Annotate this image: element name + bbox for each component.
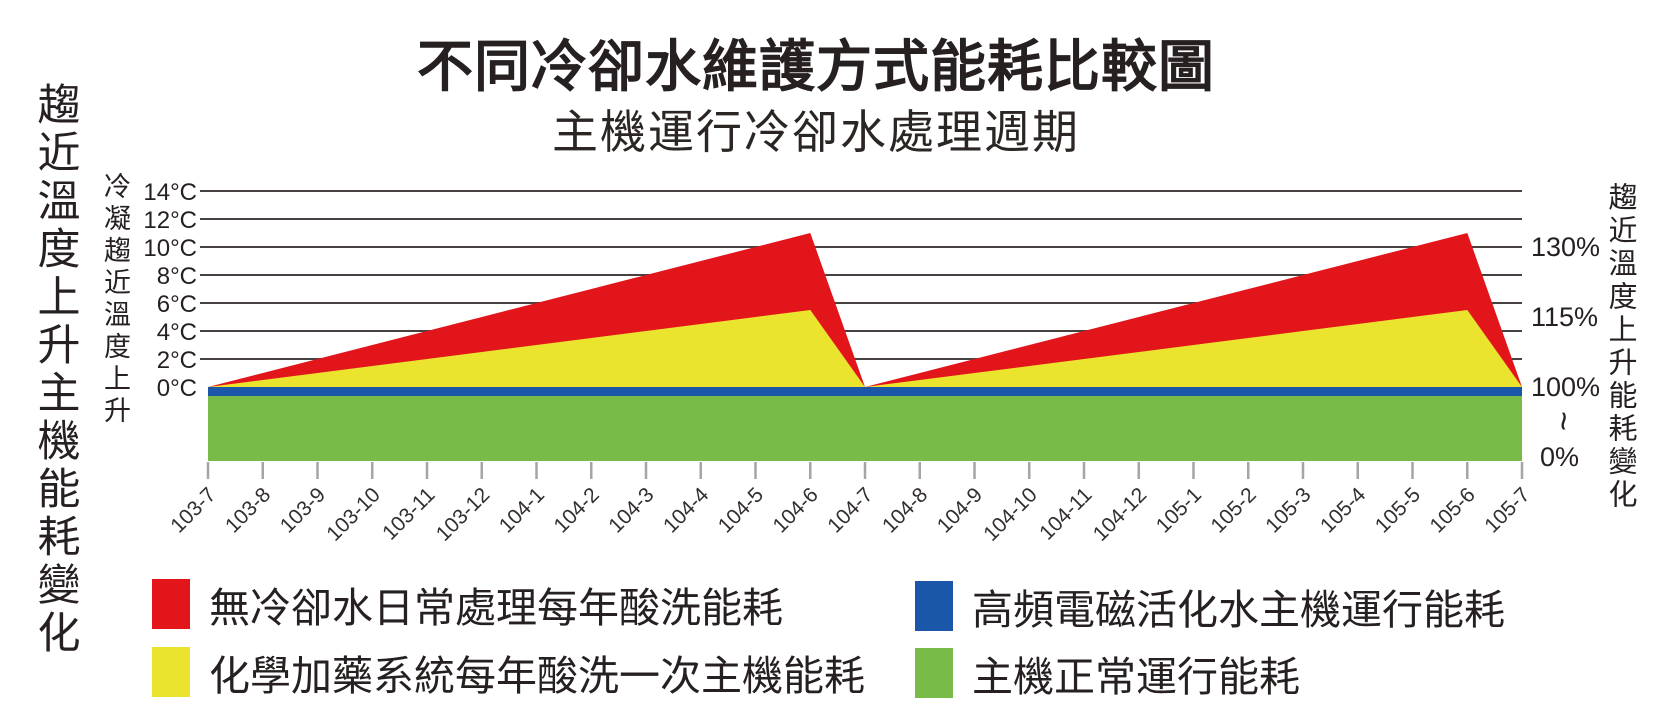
left-axis-tick-label: 8°C	[157, 263, 197, 290]
x-axis-label: 104-5	[714, 483, 768, 537]
legend-swatch-green	[915, 648, 953, 698]
legend-item-acid-wash: 無冷卻水日常處理每年酸洗能耗	[152, 574, 783, 634]
x-axis-label: 104-7	[823, 483, 877, 537]
legend-label-chemical-dosing: 化學加藥系統每年酸洗一次主機能耗	[209, 653, 865, 699]
x-axis-label: 104-2	[550, 483, 604, 537]
right-axis-break-mark: ~	[1544, 411, 1582, 431]
left-axis-tick-label: 12°C	[143, 207, 197, 234]
x-axis-label: 105-5	[1371, 483, 1425, 537]
legend-label-electromagnetic-water: 高頻電磁活化水主機運行能耗	[972, 587, 1505, 633]
band-green	[208, 396, 1522, 461]
x-axis-label: 103-7	[166, 483, 220, 537]
x-axis-label: 103-8	[221, 483, 275, 537]
page-subtitle: 主機運行冷卻水處理週期	[552, 106, 1080, 158]
x-axis-label: 105-1	[1152, 483, 1206, 537]
left-axis-title: 冷凝趨近溫度上升	[100, 172, 130, 428]
right-axis-title: 趨近溫度上升能耗變化	[1604, 182, 1636, 512]
legend-item-normal-operation: 主機正常運行能耗	[915, 643, 1300, 703]
x-axis-label: 104-10	[979, 483, 1042, 546]
left-axis-tick-label: 14°C	[143, 179, 197, 206]
left-axis-tick-label: 10°C	[143, 235, 197, 262]
legend-label-normal-operation: 主機正常運行能耗	[972, 654, 1300, 700]
left-outer-axis-title: 趨近溫度上升主機能耗變化	[31, 82, 79, 658]
left-axis-tick-label: 2°C	[157, 347, 197, 374]
legend-item-electromagnetic-water: 高頻電磁活化水主機運行能耗	[915, 576, 1505, 636]
legend-swatch-yellow	[152, 647, 190, 697]
x-axis-label: 105-3	[1261, 483, 1315, 537]
x-axis-label: 103-12	[432, 483, 495, 546]
legend-label-acid-wash: 無冷卻水日常處理每年酸洗能耗	[209, 585, 783, 631]
right-axis-tick-label: 115%	[1531, 302, 1598, 332]
left-axis-tick-label: 4°C	[157, 319, 197, 346]
band-blue	[208, 387, 1522, 396]
legend-swatch-red	[152, 579, 190, 629]
left-axis-tick-label: 6°C	[157, 291, 197, 318]
x-axis-label: 104-1	[495, 483, 549, 537]
x-axis-label: 104-6	[769, 483, 823, 537]
page-title: 不同冷卻水維護方式能耗比較圖	[417, 35, 1215, 98]
x-axis-label: 104-4	[659, 483, 713, 537]
right-axis-tick-label: 0%	[1540, 442, 1579, 472]
right-axis-tick-label: 130%	[1531, 232, 1600, 262]
x-axis-label: 105-2	[1207, 483, 1261, 537]
x-axis-label: 105-7	[1480, 483, 1534, 537]
x-axis-label: 103-11	[378, 483, 439, 544]
legend-swatch-blue	[915, 581, 953, 631]
legend-item-chemical-dosing: 化學加藥系統每年酸洗一次主機能耗	[152, 642, 865, 702]
x-axis-label: 105-4	[1316, 483, 1370, 537]
x-axis-label: 105-6	[1426, 483, 1480, 537]
x-axis-label: 104-8	[878, 483, 932, 537]
x-axis-label: 104-12	[1089, 483, 1152, 546]
left-axis-tick-label: 0°C	[157, 375, 197, 402]
x-axis-label: 104-3	[604, 483, 658, 537]
x-axis-label: 104-11	[1035, 483, 1096, 544]
area-yellow	[208, 310, 1522, 387]
x-axis-label: 103-10	[322, 483, 385, 546]
right-axis-tick-label: 100%	[1531, 372, 1600, 402]
